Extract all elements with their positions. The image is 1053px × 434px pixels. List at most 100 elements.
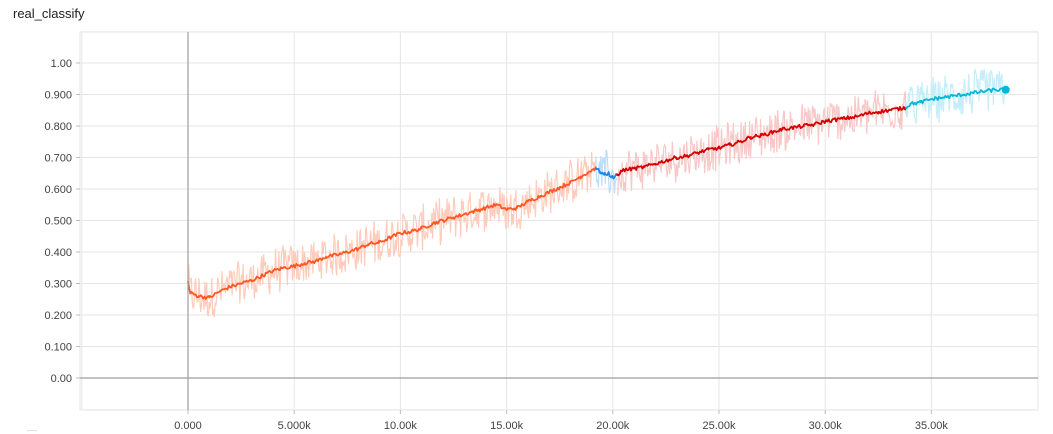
raw-data-lines bbox=[187, 68, 1006, 318]
data-point bbox=[537, 195, 540, 198]
data-point bbox=[293, 265, 296, 268]
data-point bbox=[643, 166, 646, 168]
data-point bbox=[633, 167, 635, 170]
raw-series-line bbox=[905, 68, 1006, 124]
x-tick-label: 5.000k bbox=[278, 420, 312, 432]
data-point bbox=[603, 173, 606, 176]
data-point bbox=[441, 219, 444, 222]
x-tick-label: 30.00k bbox=[809, 420, 843, 432]
data-point bbox=[282, 266, 285, 269]
data-point bbox=[905, 106, 907, 109]
y-tick-label: 1.00 bbox=[51, 58, 72, 70]
data-point bbox=[866, 112, 869, 115]
data-point bbox=[410, 230, 412, 233]
data-point bbox=[622, 169, 625, 172]
data-point bbox=[261, 274, 264, 277]
data-point bbox=[728, 144, 731, 146]
data-point bbox=[856, 115, 858, 118]
data-point bbox=[739, 140, 742, 143]
y-tick-label: 0.300 bbox=[44, 279, 72, 291]
data-point bbox=[718, 147, 720, 149]
data-point bbox=[580, 175, 582, 178]
raw-series-line bbox=[187, 152, 597, 318]
data-point bbox=[303, 262, 306, 264]
data-point bbox=[240, 282, 243, 285]
data-point bbox=[930, 98, 933, 101]
data-point bbox=[607, 172, 610, 175]
data-point bbox=[250, 279, 253, 282]
data-point bbox=[197, 295, 200, 297]
series-line bbox=[905, 87, 1007, 110]
data-point bbox=[594, 167, 597, 170]
data-point bbox=[898, 107, 901, 110]
data-point bbox=[686, 155, 689, 157]
data-point bbox=[771, 131, 773, 134]
y-tick-label: 0.400 bbox=[44, 247, 72, 259]
data-point bbox=[611, 177, 614, 179]
data-point bbox=[484, 207, 487, 209]
data-point bbox=[972, 92, 975, 94]
y-tick-label: 0.100 bbox=[44, 342, 72, 354]
data-point bbox=[877, 110, 880, 113]
x-tick-label: 0.000 bbox=[174, 420, 202, 432]
data-point bbox=[654, 162, 657, 165]
raw-series-line bbox=[595, 148, 618, 194]
data-point bbox=[378, 241, 381, 244]
y-tick-label: 0.700 bbox=[44, 153, 72, 165]
data-point bbox=[834, 118, 837, 121]
corner-mark bbox=[27, 430, 37, 431]
data-point bbox=[463, 213, 466, 216]
data-point bbox=[962, 93, 965, 96]
axes bbox=[76, 32, 1038, 414]
smoothed-series-lines bbox=[187, 85, 1010, 300]
data-point bbox=[218, 290, 221, 293]
data-point bbox=[516, 207, 519, 209]
data-point bbox=[760, 134, 763, 137]
data-point bbox=[941, 96, 943, 99]
data-point bbox=[473, 210, 476, 212]
data-point bbox=[314, 260, 317, 263]
data-point bbox=[792, 126, 795, 129]
data-point bbox=[919, 101, 922, 104]
data-point bbox=[335, 254, 338, 257]
data-point bbox=[558, 186, 561, 189]
data-point bbox=[888, 109, 890, 112]
data-point bbox=[505, 208, 508, 211]
x-tick-label: 25.00k bbox=[702, 420, 736, 432]
series-line bbox=[616, 105, 907, 177]
data-point bbox=[431, 222, 434, 225]
series-line bbox=[187, 166, 597, 300]
y-tick-label: 0.900 bbox=[44, 90, 72, 102]
data-point bbox=[781, 128, 784, 131]
data-point bbox=[208, 296, 211, 299]
tick-labels: 0.000 5.000k 10.00k 15.00k 20.00k 25.00k 30.00… bbox=[44, 58, 948, 432]
data-point bbox=[696, 151, 699, 154]
data-point bbox=[590, 169, 593, 172]
data-point bbox=[951, 95, 954, 97]
data-point bbox=[367, 243, 370, 246]
data-point bbox=[399, 232, 402, 235]
data-point bbox=[824, 120, 827, 123]
data-point bbox=[452, 216, 455, 219]
y-tick-label: 0.500 bbox=[44, 216, 72, 228]
data-point bbox=[994, 88, 997, 91]
series-end-marker bbox=[1001, 85, 1010, 94]
data-point bbox=[346, 251, 349, 253]
data-point bbox=[803, 125, 805, 127]
chart-title: real_classify bbox=[13, 6, 85, 21]
data-point bbox=[707, 148, 710, 151]
data-point bbox=[548, 191, 550, 194]
data-point bbox=[599, 170, 601, 173]
y-tick-label: 0.200 bbox=[44, 310, 72, 322]
data-point bbox=[983, 90, 986, 93]
x-tick-label: 20.00k bbox=[596, 420, 630, 432]
data-point bbox=[749, 136, 752, 138]
data-point bbox=[675, 156, 678, 159]
y-tick-label: 0.00 bbox=[51, 373, 72, 385]
data-point bbox=[325, 255, 327, 258]
data-point bbox=[272, 270, 274, 272]
x-tick-label: 10.00k bbox=[384, 420, 418, 432]
data-point bbox=[495, 203, 497, 206]
